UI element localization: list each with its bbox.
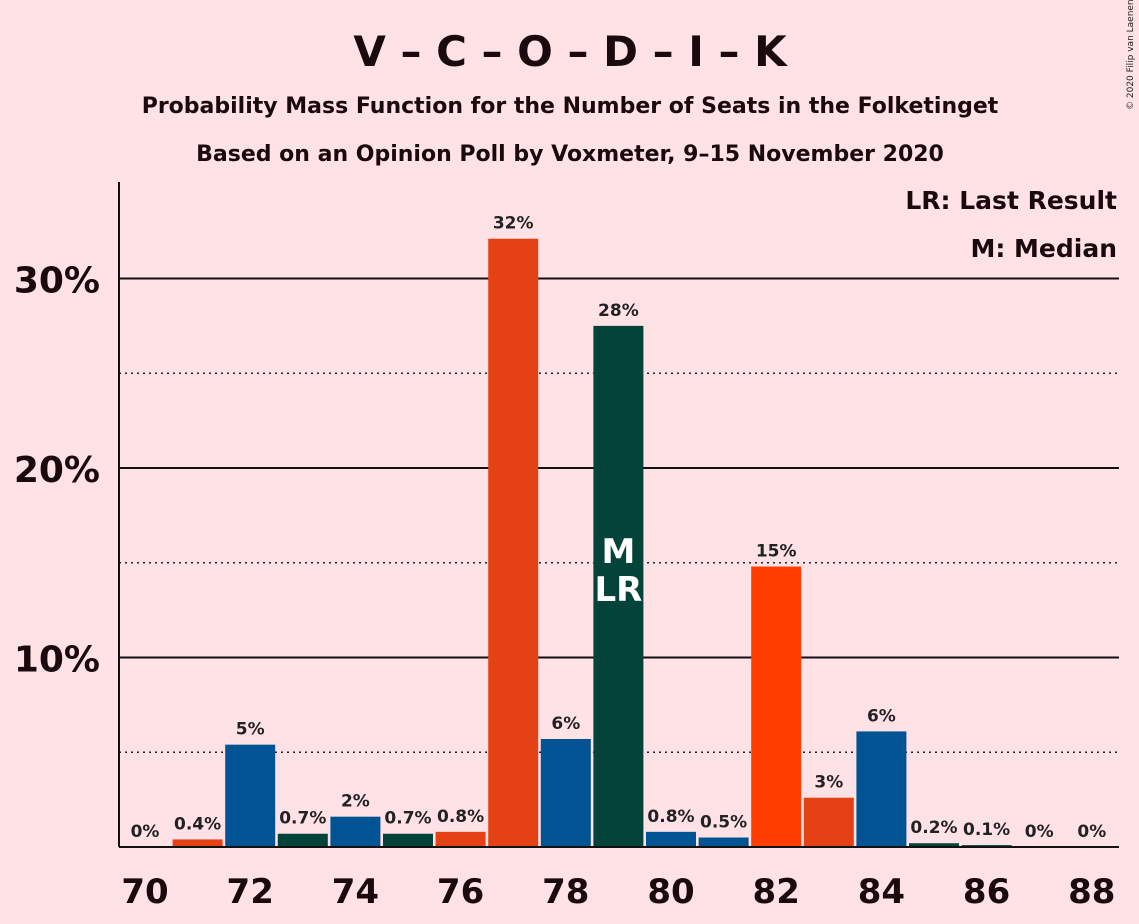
x-tick-label: 78: [542, 872, 589, 912]
bar-value-label: 0%: [131, 822, 160, 842]
bar-value-label: 3%: [814, 773, 843, 793]
last-result-marker: LR: [594, 570, 642, 610]
bar-value-label: 6%: [867, 706, 896, 726]
axes: 10% 20% 30% 70 72 74 76 78 80 82 84 86 88: [14, 182, 1119, 912]
x-tick-label: 84: [858, 872, 905, 912]
bar-value-label: 0.1%: [963, 820, 1010, 840]
x-tick-label: 74: [332, 872, 379, 912]
copyright-text: © 2020 Filip van Laenen: [1126, 0, 1136, 110]
chart-title: V – C – O – D – I – K: [353, 27, 788, 76]
bar: [383, 833, 433, 847]
chart-subtitle-2: Based on an Opinion Poll by Voxmeter, 9–…: [196, 142, 944, 167]
bar: [172, 839, 223, 847]
bar-value-label: 2%: [341, 792, 370, 812]
legend-median: M: Median: [970, 234, 1117, 263]
chart-subtitle-1: Probability Mass Function for the Number…: [142, 94, 999, 119]
bar-value-label: 0%: [1025, 822, 1054, 842]
bar: [803, 797, 854, 847]
bar: [488, 238, 539, 847]
bar-value-label: 0.5%: [700, 813, 747, 833]
bar: [277, 833, 328, 847]
median-last-result-markers: MLR: [594, 532, 642, 610]
bar: [646, 831, 696, 847]
x-tick-label: 70: [121, 872, 168, 912]
bar: [225, 744, 276, 847]
bar-value-label: 5%: [236, 720, 265, 740]
bar-value-label: 0.7%: [384, 809, 431, 829]
bar-value-label: 15%: [756, 542, 797, 562]
bar: [593, 325, 644, 847]
bar: [909, 843, 959, 847]
bar: [698, 837, 749, 847]
bar-value-label: 0.4%: [174, 814, 221, 834]
bar-value-label: 32%: [493, 214, 534, 234]
x-tick-label: 72: [227, 872, 274, 912]
bar: [435, 831, 486, 847]
bar-value-label: 0%: [1077, 822, 1106, 842]
bar: [751, 566, 802, 847]
bar: [540, 738, 591, 847]
y-tick-label: 20%: [14, 450, 100, 491]
bar-value-label: 0.2%: [910, 818, 957, 838]
bar-value-labels: 0% 0.4% 5% 0.7% 2% 0.7% 0.8% 32% 6% 28% 0.8% 0.5% 15…: [131, 214, 1107, 842]
x-tick-label: 86: [963, 872, 1010, 912]
bar-value-label: 0.8%: [647, 807, 694, 827]
bar-value-label: 28%: [598, 301, 639, 321]
bar-value-label: 6%: [551, 714, 580, 734]
x-tick-label: 80: [647, 872, 694, 912]
x-tick-label: 76: [437, 872, 484, 912]
y-tick-label: 10%: [14, 640, 100, 681]
median-marker: M: [601, 532, 635, 572]
bar: [330, 816, 381, 847]
bar-value-label: 0.8%: [437, 807, 484, 827]
y-tick-label: 30%: [14, 261, 100, 302]
bars: [172, 238, 1012, 847]
bar-value-label: 0.7%: [279, 809, 326, 829]
legend-last-result: LR: Last Result: [905, 186, 1117, 215]
x-tick-label: 82: [753, 872, 800, 912]
bar: [856, 731, 907, 847]
x-tick-label: 88: [1068, 872, 1115, 912]
